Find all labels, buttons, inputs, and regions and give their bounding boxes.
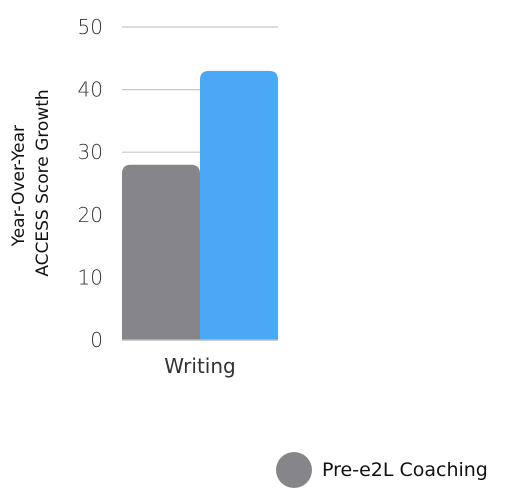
x-category-labels: Writing bbox=[164, 354, 235, 378]
y-axis-label: Year-Over-Year ACCESS Score Growth bbox=[9, 89, 53, 276]
y-axis-label-line-1: Year-Over-Year bbox=[9, 125, 29, 247]
y-tick-label: 30 bbox=[78, 140, 103, 164]
bar-series-1 bbox=[122, 164, 200, 340]
legend: Pre-e2L Coaching bbox=[276, 452, 488, 488]
legend-label: Pre-e2L Coaching bbox=[322, 459, 488, 481]
x-category-label: Writing bbox=[164, 354, 235, 378]
y-tick-label: 50 bbox=[78, 15, 103, 39]
legend-swatch-icon bbox=[276, 452, 312, 488]
y-tick-label: 40 bbox=[78, 78, 103, 102]
y-axis-label-line-2: ACCESS Score Growth bbox=[33, 89, 53, 276]
y-tick-label: 20 bbox=[78, 203, 103, 227]
y-tick-label: 0 bbox=[90, 328, 103, 352]
y-tick-labels: 0 10 20 30 40 50 bbox=[78, 15, 103, 352]
y-tick-label: 10 bbox=[78, 265, 103, 289]
bars bbox=[122, 70, 278, 340]
bar-series-2 bbox=[200, 70, 278, 340]
